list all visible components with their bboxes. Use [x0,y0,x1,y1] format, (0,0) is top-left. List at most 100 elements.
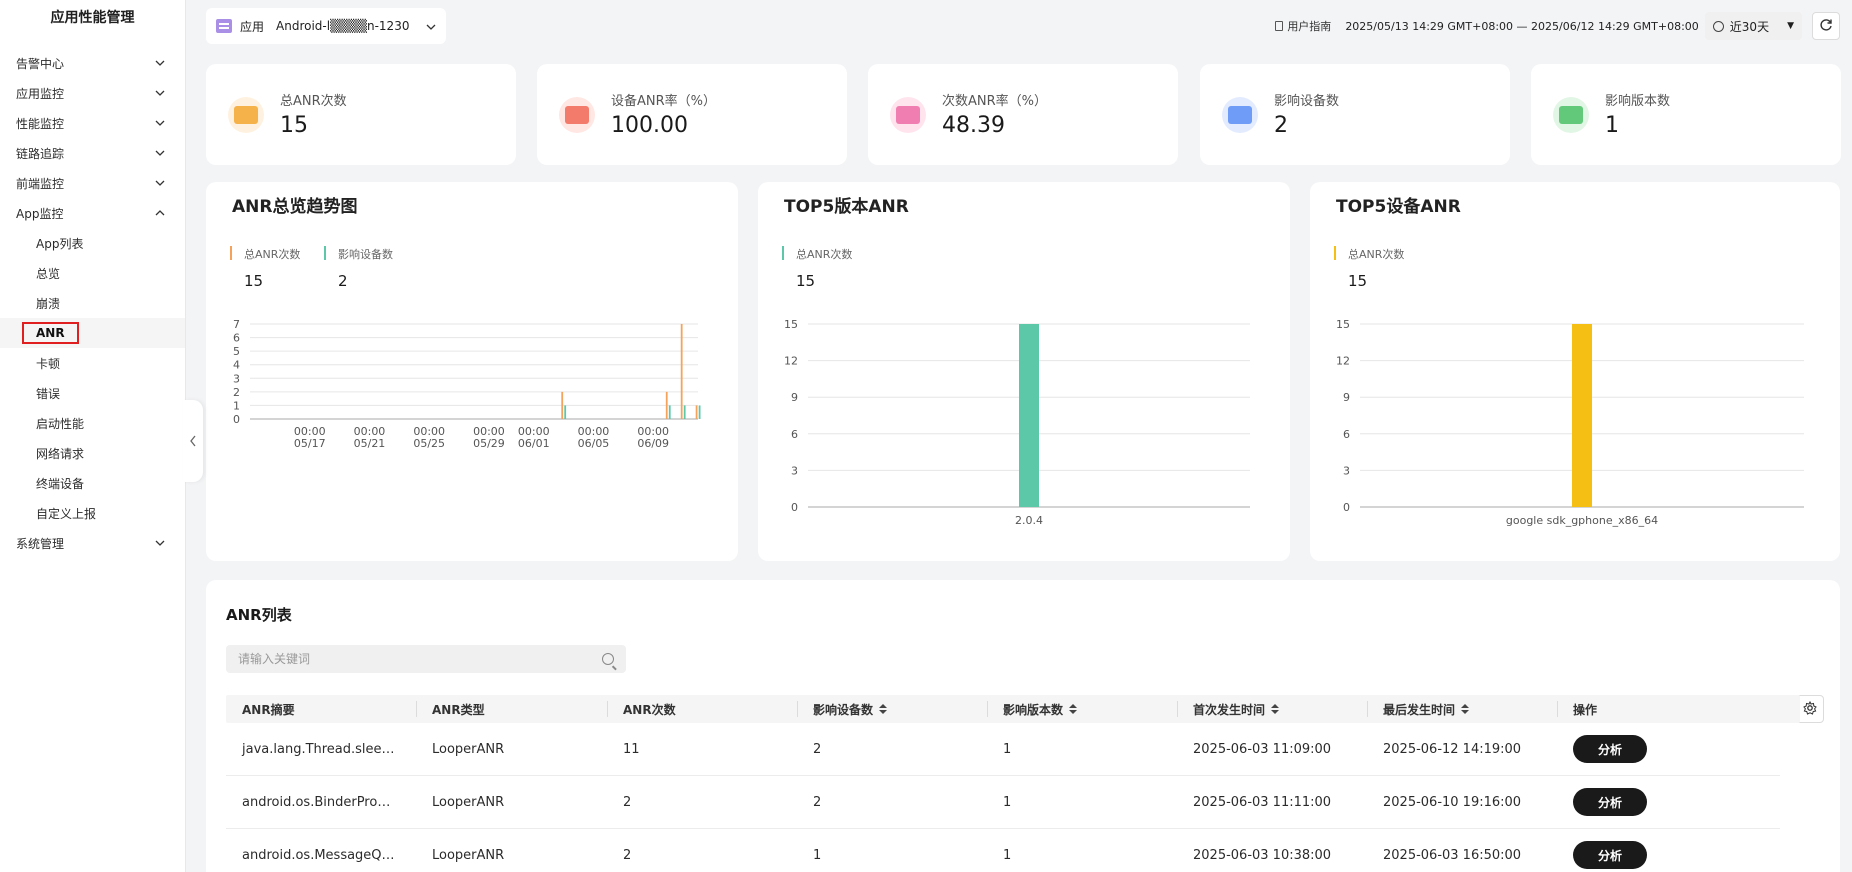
stat-label: 总ANR次数 [280,94,347,109]
cell-devices: 2 [813,741,822,757]
sidebar-item-system-mgmt[interactable]: 系统管理 [0,528,185,558]
col-affected-devices[interactable]: 影响设备数 [797,695,987,723]
col-affected-versions[interactable]: 影响版本数 [987,695,1177,723]
cell-first-time: 2025-06-03 11:09:00 [1193,741,1332,757]
chevron-down-icon [153,146,167,160]
x-tick-date: 06/09 [637,437,669,450]
trend-chart-svg: 0123456700:0005/1700:0005/2100:0005/2500… [233,318,701,450]
y-tick-label: 6 [1343,428,1350,441]
column-label: 最后发生时间 [1383,702,1456,717]
cell-versions: 1 [1003,794,1012,810]
trend-bar [564,405,567,419]
sidebar-sub-lag[interactable]: 卡顿 [0,348,185,378]
refresh-button[interactable] [1812,12,1840,40]
chevron-down-icon [153,116,167,130]
sort-icon[interactable] [1271,704,1280,714]
sidebar-sub-network[interactable]: 网络请求 [0,438,185,468]
metric-value: 15 [244,272,264,290]
sidebar-item-label: App监控 [16,206,64,221]
cell-type: LooperANR [432,741,505,757]
x-tick-date: 05/25 [413,437,445,450]
metric-label: 总ANR次数 [244,248,301,261]
sidebar-sub-app-list[interactable]: App列表 [0,228,185,258]
stat-value: 15 [280,113,308,138]
sidebar-sub-label: 启动性能 [36,416,85,431]
sidebar-item-alert-center[interactable]: 告警中心 [0,48,185,78]
column-label: ANR摘要 [242,702,295,717]
sort-icon[interactable] [1069,704,1078,714]
cell-type: LooperANR [432,794,505,810]
sidebar-sub-error[interactable]: 错误 [0,378,185,408]
chevron-down-icon [153,56,167,70]
refresh-icon [1819,18,1833,35]
search-box [226,645,626,673]
column-settings-button[interactable] [1796,695,1824,723]
trend-bar [561,391,564,419]
clock-icon [1712,20,1724,32]
metric-total-anr: 总ANR次数 15 [230,246,300,290]
user-guide-link[interactable]: 用户指南 [1275,18,1331,34]
time-range-select[interactable]: 近30天 ▼ [1704,12,1802,40]
sidebar-item-tracing[interactable]: 链路追踪 [0,138,185,168]
analyze-button[interactable]: 分析 [1573,841,1647,869]
chart-title: TOP5设备ANR [1336,197,1461,217]
cell-summary: java.lang.Thread.slee… [242,741,395,757]
sort-icon[interactable] [879,704,888,714]
x-tick-time: 00:00 [413,425,445,438]
search-input[interactable] [238,652,602,666]
sidebar-sub-custom-report[interactable]: 自定义上报 [0,498,185,528]
col-actions: 操作 [1557,695,1800,723]
sort-icon[interactable] [1461,704,1470,714]
y-tick-label: 12 [784,355,798,368]
app-selector[interactable]: 应用 Android-l▒▒▒▒n-1230 [206,8,446,44]
metric-value: 15 [796,272,816,290]
analyze-button[interactable]: 分析 [1573,735,1647,763]
sidebar-sub-devices[interactable]: 终端设备 [0,468,185,498]
metric-total-anr: 总ANR次数 15 [782,246,852,290]
search-icon[interactable] [602,653,614,665]
y-tick-label: 3 [791,464,798,477]
count-anr-rate-icon [890,97,926,133]
stat-value: 100.00 [611,113,688,138]
chevron-down-icon [153,86,167,100]
col-first-time[interactable]: 首次发生时间 [1177,695,1367,723]
x-tick-date: 06/01 [518,437,550,450]
y-tick-label: 15 [784,318,798,331]
sidebar-sub-anr[interactable]: ANR [0,318,185,348]
stat-value: 48.39 [942,113,1005,138]
sidebar-sub-overview[interactable]: 总览 [0,258,185,288]
sidebar-item-label: 性能监控 [16,116,65,131]
chevron-down-icon [153,536,167,550]
app-selector-label: 应用 [240,19,265,34]
time-range-text: 2025/05/13 14:29 GMT+08:00 — 2025/06/12 … [1345,19,1699,33]
time-range-value: 近30天 [1729,19,1770,34]
sidebar-collapse-button[interactable] [183,400,203,482]
sidebar-item-perf-monitor[interactable]: 性能监控 [0,108,185,138]
sidebar-item-app-monitoring[interactable]: App监控 [0,198,185,228]
analyze-button[interactable]: 分析 [1573,788,1647,816]
sidebar-item-app-monitor[interactable]: 应用监控 [0,78,185,108]
stat-value: 2 [1274,113,1288,138]
column-label: ANR类型 [432,702,485,717]
sidebar-sub-startup[interactable]: 启动性能 [0,408,185,438]
caret-down-icon: ▼ [1787,21,1794,31]
sidebar-sub-crash[interactable]: 崩溃 [0,288,185,318]
col-last-time[interactable]: 最后发生时间 [1367,695,1557,723]
column-label: 首次发生时间 [1193,702,1266,717]
y-tick-label: 12 [1336,355,1350,368]
sidebar-item-frontend-monitor[interactable]: 前端监控 [0,168,185,198]
table-header: ANR摘要 ANR类型 ANR次数 影响设备数 影响版本数 首次发生时间 最后发… [226,695,1800,723]
sidebar-item-label: 应用监控 [16,86,65,101]
x-tick-time: 00:00 [354,425,386,438]
user-guide-label: 用户指南 [1287,20,1332,33]
y-tick-label: 6 [791,428,798,441]
y-tick-label: 0 [233,413,240,426]
x-tick-time: 00:00 [518,425,550,438]
cell-devices: 2 [813,794,822,810]
stat-value: 1 [1605,113,1619,138]
cell-count: 2 [623,847,632,863]
chevron-left-icon [189,432,197,451]
metric-label: 总ANR次数 [1348,248,1405,261]
cell-type: LooperANR [432,847,505,863]
col-anr-count: ANR次数 [607,695,797,723]
